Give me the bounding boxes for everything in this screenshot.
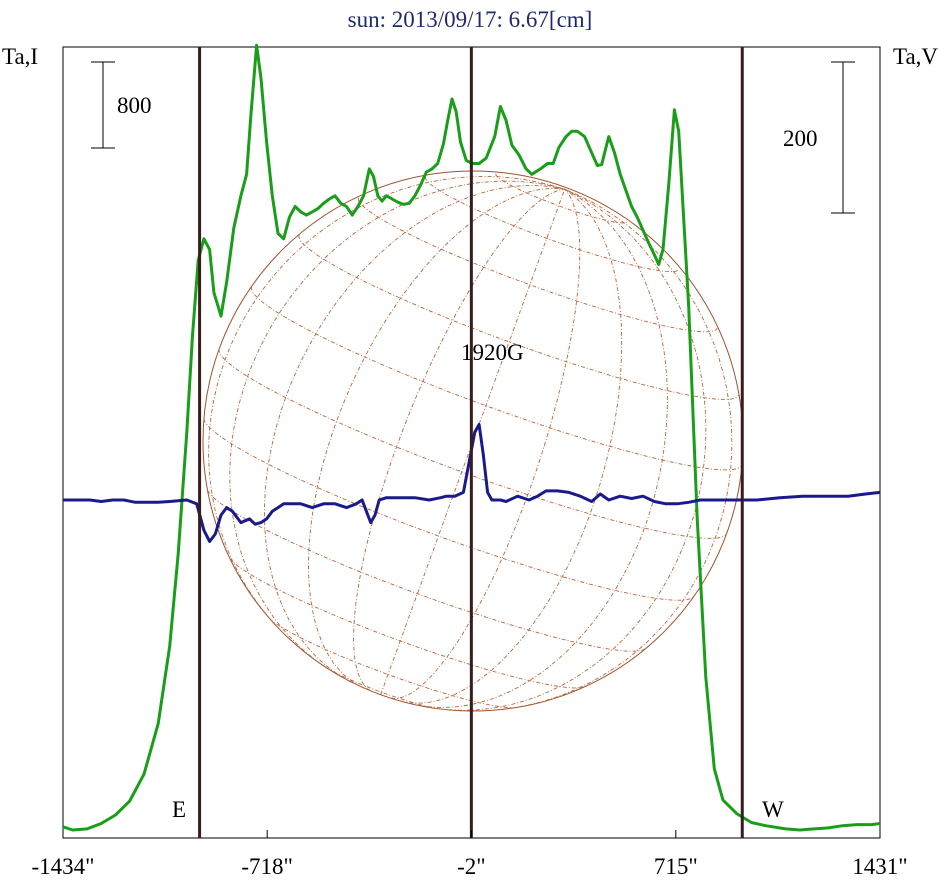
chart-title: sun: 2013/09/17: 6.67[cm] xyxy=(348,7,593,32)
disk-parallel xyxy=(218,348,728,539)
left-scale-bar-value: 800 xyxy=(117,93,152,118)
polarization-line xyxy=(63,423,881,543)
solar-disk xyxy=(202,170,744,712)
x-tick-label: 1431" xyxy=(852,854,907,879)
disk-meridian xyxy=(208,175,565,629)
disk-parallel xyxy=(250,286,743,471)
x-tick-label: -718" xyxy=(241,854,293,879)
disk-parallel xyxy=(298,235,739,400)
right-scale-bar-value: 200 xyxy=(783,126,818,151)
x-axis: -1434" -718" -2" 715" 1431" xyxy=(31,830,908,879)
x-tick-label: 715" xyxy=(654,854,698,879)
disk-parallel xyxy=(424,176,680,273)
disk-meridian xyxy=(380,189,566,695)
right-scale-bar xyxy=(831,61,855,214)
disk-grid xyxy=(203,173,743,711)
left-scale-bar xyxy=(91,61,115,149)
x-tick-label: -2" xyxy=(457,854,486,879)
x-tick-label: -1434" xyxy=(31,854,94,879)
disk-meridian xyxy=(390,188,581,699)
east-limb-label: E xyxy=(172,797,186,822)
disk-parallel xyxy=(229,557,585,689)
disk-meridian xyxy=(353,188,565,692)
disk-meridian xyxy=(308,188,565,688)
intensity-line xyxy=(62,43,881,832)
field-strength-annotation: 1920G xyxy=(461,340,524,365)
disk-parallel xyxy=(357,197,718,333)
limb-lines xyxy=(198,47,744,838)
right-axis-label: Ta,V xyxy=(893,44,938,69)
west-limb-label: W xyxy=(762,797,784,822)
disk-parallel xyxy=(207,489,645,652)
disk-meridian xyxy=(439,188,707,711)
disk-meridian xyxy=(263,185,565,679)
disk-meridian xyxy=(400,188,623,704)
left-axis-label: Ta,I xyxy=(2,44,38,69)
disk-parallel xyxy=(203,418,694,601)
disk-meridian xyxy=(229,180,565,668)
disk-meridian xyxy=(501,188,733,710)
disk-parallel xyxy=(269,618,515,709)
disk-parallel xyxy=(495,173,628,224)
disk-meridian xyxy=(418,188,668,708)
disk-parallel xyxy=(325,667,440,710)
